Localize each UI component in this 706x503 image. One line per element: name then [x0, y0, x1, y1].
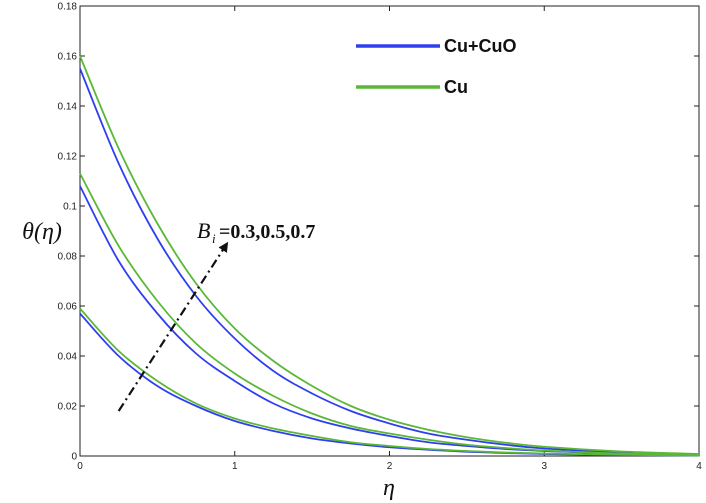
y-tick-label: 0.02	[58, 402, 78, 413]
y-tick-label: 0.1	[63, 202, 77, 213]
y-tick-label: 0	[71, 452, 77, 463]
x-tick-label: 4	[696, 461, 702, 472]
x-tick-label: 3	[541, 461, 547, 472]
legend: Cu+CuO Cu	[356, 36, 517, 97]
bi-symbol: B	[197, 218, 210, 243]
y-tick-label: 0.16	[58, 52, 78, 63]
bi-annotation: B i =0.3,0.5,0.7	[197, 218, 315, 246]
bi-values: =0.3,0.5,0.7	[219, 221, 315, 243]
y-axis: 0 0.02 0.04 0.06 0.08 0.1 0.12 0.14 0.16 0.18	[58, 2, 699, 463]
series-line-cu-4	[79, 173, 700, 456]
x-tick-label: 1	[232, 461, 238, 472]
series-line-cu-cuo-2	[79, 68, 700, 456]
x-tick-label: 2	[387, 461, 393, 472]
legend-label-cu-cuo: Cu+CuO	[444, 36, 517, 56]
bi-arrow	[117, 241, 229, 412]
y-tick-label: 0.18	[58, 2, 78, 13]
y-tick-label: 0.04	[58, 352, 78, 363]
x-tick-label: 0	[77, 461, 83, 472]
series-line-cu-3	[79, 307, 700, 457]
bi-subscript: i	[212, 231, 216, 246]
legend-label-cu: Cu	[444, 77, 468, 97]
y-tick-label: 0.12	[58, 152, 78, 163]
y-tick-label: 0.06	[58, 302, 78, 313]
y-tick-label: 0.14	[58, 102, 78, 113]
y-tick-label: 0.08	[58, 252, 78, 263]
plot-area	[79, 5, 700, 457]
series-lines	[79, 55, 700, 457]
y-axis-label: θ(η)	[22, 219, 62, 245]
x-axis-label: η	[383, 475, 395, 501]
x-axis: 0 1 2 3 4	[77, 6, 702, 472]
series-line-cu-5	[79, 55, 700, 455]
